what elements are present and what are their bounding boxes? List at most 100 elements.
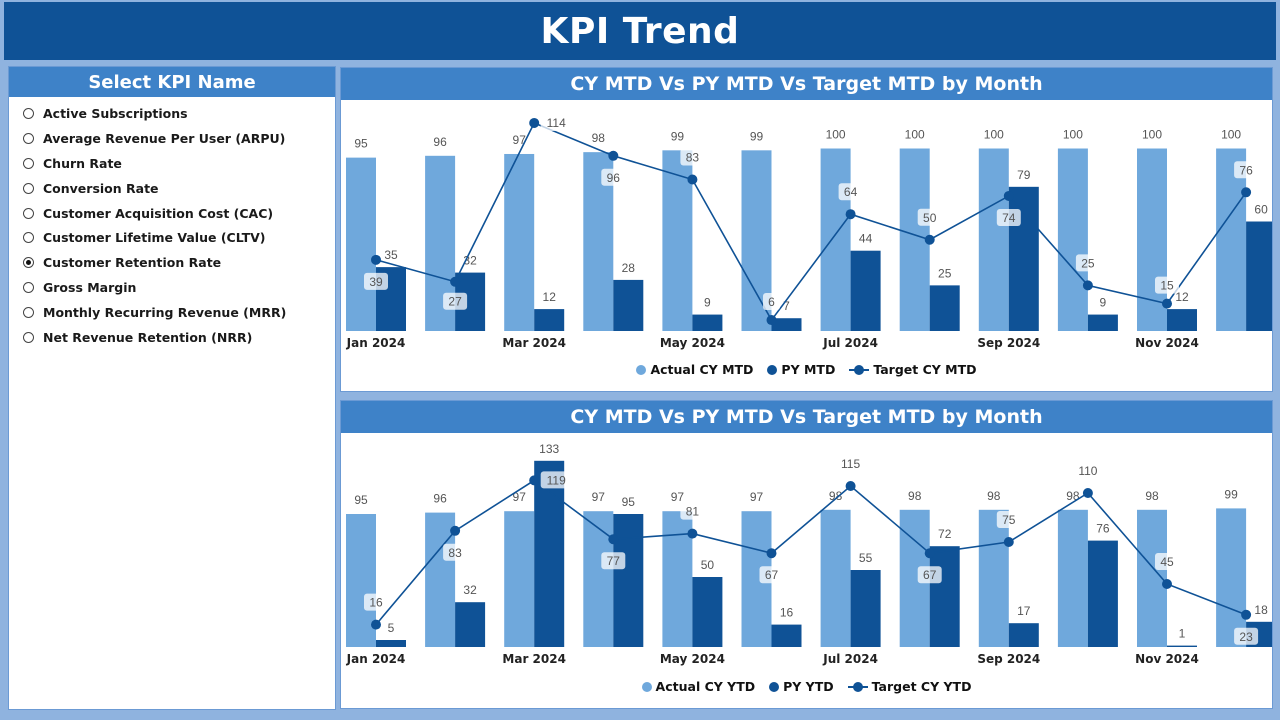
target-point	[845, 481, 856, 491]
target-point	[687, 174, 698, 185]
py-bar	[692, 577, 723, 647]
actual-data-label: 95	[354, 137, 368, 151]
radio-unchecked-icon[interactable]	[23, 107, 34, 119]
actual-data-label: 100	[984, 128, 1004, 142]
py-data-label: 17	[1017, 604, 1031, 618]
target-label-bg	[364, 272, 388, 290]
legend-item[interactable]: Actual CY YTD	[641, 679, 756, 694]
py-bar	[929, 285, 960, 331]
target-data-label: 119	[547, 473, 566, 487]
target-point	[371, 254, 381, 265]
x-tick-label: May 2024	[660, 336, 725, 350]
kpi-option-label: Active Subscriptions	[43, 105, 188, 121]
py-bar	[534, 460, 565, 647]
kpi-option-label: Monthly Recurring Revenue (MRR)	[43, 305, 287, 321]
py-data-label: 28	[622, 261, 636, 275]
legend-item[interactable]: PY YTD	[769, 679, 834, 694]
actual-data-label: 98	[829, 489, 843, 503]
target-data-label: 27	[448, 295, 462, 309]
kpi-option[interactable]: Average Revenue Per User (ARPU)	[23, 126, 335, 151]
actual-bar	[1216, 148, 1247, 331]
legend-item[interactable]: Target CY YTD	[847, 679, 971, 694]
actual-data-label: 97	[671, 490, 685, 504]
radio-checked-icon[interactable]	[23, 257, 34, 269]
py-data-label: 16	[780, 606, 794, 620]
chart-ytd: 95 5 Jan 2024 96 32 97 133 Mar 2024 97 95 97 50 May …	[346, 442, 1272, 666]
kpi-option[interactable]: Gross Margin	[23, 275, 335, 300]
kpi-option[interactable]: Customer Retention Rate	[23, 250, 335, 275]
kpi-option-label: Churn Rate	[43, 155, 122, 171]
target-label-bg	[540, 471, 572, 489]
legend-item[interactable]: Target CY MTD	[849, 362, 977, 377]
target-data-label: 45	[1160, 555, 1174, 569]
kpi-option[interactable]: Customer Acquisition Cost (CAC)	[23, 201, 335, 226]
actual-bar	[1216, 508, 1247, 647]
target-label-bg	[917, 566, 942, 584]
target-point	[924, 234, 935, 245]
radio-unchecked-icon[interactable]	[23, 307, 34, 319]
radio-unchecked-icon[interactable]	[23, 232, 34, 244]
legend-item[interactable]: Actual CY MTD	[636, 362, 753, 377]
py-bar	[771, 624, 802, 647]
target-label-bg	[680, 502, 705, 520]
legend-item[interactable]: PY MTD	[767, 362, 835, 377]
kpi-option[interactable]: Conversion Rate	[23, 176, 335, 201]
kpi-option[interactable]: Active Subscriptions	[23, 101, 335, 126]
py-bar	[1087, 314, 1118, 331]
actual-bar	[346, 514, 376, 647]
py-data-label: 32	[463, 583, 477, 597]
py-data-label: 72	[938, 527, 952, 541]
kpi-radio-list: Active Subscriptions Average Revenue Per …	[9, 97, 335, 350]
target-point	[371, 619, 381, 630]
target-data-label: 39	[369, 275, 383, 289]
target-point	[1241, 609, 1252, 620]
actual-data-label: 100	[826, 128, 846, 142]
radio-unchecked-icon[interactable]	[23, 282, 34, 294]
target-data-label: 67	[923, 568, 937, 582]
target-data-label: 75	[1002, 513, 1016, 527]
chart-title: CY MTD Vs PY MTD Vs Target MTD by Month	[341, 68, 1272, 100]
radio-unchecked-icon[interactable]	[23, 331, 34, 343]
target-point	[608, 534, 619, 545]
radio-unchecked-icon[interactable]	[23, 182, 34, 194]
target-label-bg	[838, 183, 863, 201]
target-point	[1162, 298, 1172, 309]
radio-unchecked-icon[interactable]	[23, 207, 34, 219]
actual-data-label: 100	[1142, 128, 1162, 142]
target-point	[924, 548, 935, 559]
py-bar	[1008, 623, 1039, 647]
target-label-bg	[443, 543, 468, 561]
target-data-label: 50	[923, 211, 937, 225]
target-point	[529, 475, 540, 486]
actual-bar	[504, 511, 535, 647]
target-data-label: 114	[547, 116, 566, 130]
actual-data-label: 100	[1221, 128, 1241, 142]
legend-label: Actual CY YTD	[655, 679, 756, 694]
py-bar	[692, 314, 723, 331]
py-bar	[1087, 540, 1118, 647]
py-data-label: 50	[701, 558, 715, 572]
x-tick-label: May 2024	[660, 652, 725, 666]
actual-bar	[425, 512, 456, 647]
kpi-option[interactable]: Customer Lifetime Value (CLTV)	[23, 225, 335, 250]
x-tick-label: Mar 2024	[502, 336, 566, 350]
py-bar	[850, 250, 881, 331]
py-bar	[613, 279, 644, 331]
target-data-label: 110	[1078, 464, 1097, 478]
kpi-option[interactable]: Monthly Recurring Revenue (MRR)	[23, 300, 335, 325]
actual-data-label: 97	[592, 490, 606, 504]
kpi-option[interactable]: Net Revenue Retention (NRR)	[23, 325, 335, 350]
py-bar	[1167, 309, 1197, 331]
py-data-label: 60	[1254, 203, 1268, 217]
target-data-label: 77	[607, 554, 621, 568]
radio-unchecked-icon[interactable]	[23, 157, 34, 169]
kpi-option[interactable]: Churn Rate	[23, 151, 335, 176]
actual-bar	[820, 148, 851, 331]
target-point	[1082, 280, 1093, 291]
target-data-label: 83	[448, 546, 462, 560]
target-label-bg	[364, 593, 388, 611]
kpi-option-label: Average Revenue Per User (ARPU)	[43, 130, 286, 146]
radio-unchecked-icon[interactable]	[23, 132, 34, 144]
kpi-option-label: Conversion Rate	[43, 180, 159, 196]
target-line	[375, 121, 1247, 322]
